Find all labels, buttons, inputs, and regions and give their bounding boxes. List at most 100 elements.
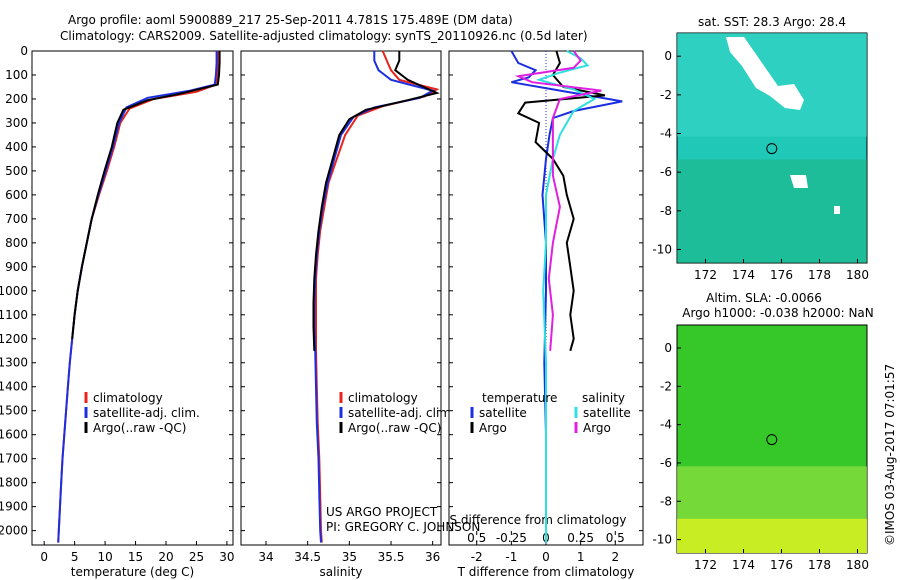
temp-xtick-label: 15 xyxy=(128,550,143,564)
depth-tick-label: 1500 xyxy=(0,404,28,418)
sst-cloud-mask xyxy=(834,206,840,214)
sla-lat-tick-label: -10 xyxy=(652,533,672,547)
temp-xtick-label: 25 xyxy=(189,550,204,564)
sst-cloud-mask xyxy=(726,37,804,110)
depth-tick-label: 900 xyxy=(5,260,28,274)
sal-axes-frame xyxy=(240,50,442,546)
depth-tick-label: 1700 xyxy=(0,452,28,466)
figure-title-line2: Climatology: CARS2009. Satellite-adjuste… xyxy=(60,29,588,43)
temp-series-argo-raw-qc- xyxy=(71,51,221,339)
sla-lon-tick-label: 180 xyxy=(846,558,869,572)
depth-tick-label: 300 xyxy=(5,116,28,130)
depth-tick-label: 1600 xyxy=(0,428,28,442)
diff-series-salinity-satellite xyxy=(535,50,597,543)
sst-map-title: sat. SST: 28.3 Argo: 28.4 xyxy=(698,15,846,29)
diff-legend-label: Argo xyxy=(479,421,507,435)
diff-series-salinity-argo xyxy=(514,50,602,351)
depth-tick-label: 100 xyxy=(5,68,28,82)
diff-legend-title: salinity xyxy=(582,391,625,405)
depth-tick-label: 1300 xyxy=(0,356,28,370)
sla-lat-tick-label: -8 xyxy=(660,494,672,508)
sst-lon-tick-label: 174 xyxy=(732,268,755,282)
credit-project: US ARGO PROJECT xyxy=(326,505,438,519)
sdiff-xlabel: S difference from climatology xyxy=(450,513,627,527)
sla-lat-tick-label: 0 xyxy=(664,341,672,355)
depth-tick-label: 800 xyxy=(5,236,28,250)
sal-xlabel: salinity xyxy=(319,565,362,579)
sal-legend-label: climatology xyxy=(348,391,418,405)
depth-tick-label: 0 xyxy=(20,44,28,58)
temp-legend-label: Argo(..raw -QC) xyxy=(93,421,186,435)
sla-lat-tick-label: -4 xyxy=(660,418,672,432)
depth-tick-label: 1100 xyxy=(0,308,28,322)
temp-xtick-label: 30 xyxy=(219,550,234,564)
tdiff-xtick-label: -1 xyxy=(505,550,517,564)
sst-profile-location-marker xyxy=(766,143,778,155)
sst-lat-tick-label: -8 xyxy=(660,204,672,218)
sdiff-xtick-label: 0.5 xyxy=(606,531,625,545)
tdiff-xtick-label: 1 xyxy=(577,550,585,564)
sal-series-argo-raw-qc- xyxy=(312,51,440,351)
depth-tick-label: 700 xyxy=(5,212,28,226)
sla-map-title-line2: Argo h1000: -0.038 h2000: NaN xyxy=(682,306,874,320)
temp-legend-label: satellite-adj. clim. xyxy=(93,406,200,420)
credit-pi: PI: GREGORY C. JOHNSON xyxy=(326,520,480,534)
sla-lon-tick-label: 172 xyxy=(694,558,717,572)
sal-xtick-label: 34.5 xyxy=(294,550,321,564)
depth-tick-label: 1200 xyxy=(0,332,28,346)
depth-tick-label: 500 xyxy=(5,164,28,178)
tdiff-xtick-label: 2 xyxy=(611,550,619,564)
sla-lon-tick-label: 176 xyxy=(770,558,793,572)
depth-tick-label: 1900 xyxy=(0,500,28,514)
sdiff-xtick-label: -0.25 xyxy=(496,531,527,545)
temp-xtick-label: 0 xyxy=(40,550,48,564)
sla-lat-tick-label: -6 xyxy=(660,456,672,470)
diff-legend-label: satellite xyxy=(583,406,631,420)
sal-xtick-label: 35 xyxy=(342,550,357,564)
temp-legend-label: climatology xyxy=(93,391,163,405)
depth-tick-label: 2000 xyxy=(0,524,28,538)
sal-xtick-label: 36 xyxy=(425,550,440,564)
sst-lat-tick-label: -10 xyxy=(652,242,672,256)
imos-timestamp: ©IMOS 03-Aug-2017 07:01:57 xyxy=(883,364,897,546)
sst-cloud-mask xyxy=(790,175,808,188)
depth-tick-label: 200 xyxy=(5,92,28,106)
sst-lon-tick-label: 176 xyxy=(770,268,793,282)
diff-legend-label: Argo xyxy=(583,421,611,435)
depth-tick-label: 600 xyxy=(5,188,28,202)
diff-legend-title: temperature xyxy=(482,391,557,405)
tdiff-xtick-label: -2 xyxy=(471,550,483,564)
temp-xtick-label: 5 xyxy=(71,550,79,564)
depth-tick-label: 1400 xyxy=(0,380,28,394)
sal-xtick-label: 35.5 xyxy=(378,550,405,564)
sla-lat-tick-label: -2 xyxy=(660,379,672,393)
sla-peak-band xyxy=(677,518,867,553)
figure-title-line1: Argo profile: aoml 5900889_217 25-Sep-20… xyxy=(68,13,513,27)
tdiff-xlabel: T difference from climatology xyxy=(457,565,635,579)
depth-tick-label: 400 xyxy=(5,140,28,154)
sal-legend-label: Argo(..raw -QC) xyxy=(348,421,441,435)
diff-legend-label: satellite xyxy=(479,406,527,420)
temp-xlabel: temperature (deg C) xyxy=(71,565,194,579)
sdiff-xtick-label: 0.25 xyxy=(567,531,594,545)
sst-lat-tick-label: -4 xyxy=(660,127,672,141)
sla-profile-location-marker xyxy=(766,434,778,446)
sal-xtick-label: 34 xyxy=(258,550,273,564)
depth-tick-label: 1000 xyxy=(0,284,28,298)
sla-lon-tick-label: 174 xyxy=(732,558,755,572)
tdiff-xtick-label: 0 xyxy=(542,550,550,564)
sst-lon-tick-label: 178 xyxy=(808,268,831,282)
sla-map-title-line1: Altim. SLA: -0.0066 xyxy=(706,291,822,305)
temp-xtick-label: 10 xyxy=(97,550,112,564)
sdiff-xtick-label: 0.5 xyxy=(467,531,486,545)
sal-legend-label: satellite-adj. clim. xyxy=(348,406,455,420)
sst-lon-tick-label: 180 xyxy=(846,268,869,282)
temp-axes-frame xyxy=(31,50,234,546)
sst-lat-tick-label: -6 xyxy=(660,165,672,179)
sst-lat-tick-label: -2 xyxy=(660,88,672,102)
sla-lon-tick-label: 178 xyxy=(808,558,831,572)
depth-tick-label: 1800 xyxy=(0,476,28,490)
sst-lon-tick-label: 172 xyxy=(694,268,717,282)
sst-lat-tick-label: 0 xyxy=(664,49,672,63)
